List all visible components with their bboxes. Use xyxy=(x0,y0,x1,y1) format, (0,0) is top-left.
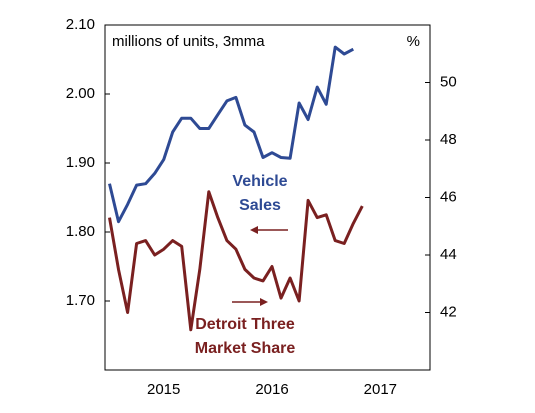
y2-tick-label: 50 xyxy=(440,73,457,90)
y-tick-label: 2.00 xyxy=(66,85,95,102)
series-label: Detroit Three xyxy=(195,316,295,333)
arrow-share xyxy=(232,298,268,306)
y-tick-label: 1.80 xyxy=(66,223,95,240)
series-label: Vehicle xyxy=(232,173,287,190)
series-line xyxy=(108,190,364,332)
arrow-head xyxy=(260,298,268,306)
y2-tick-label: 48 xyxy=(440,131,457,148)
y2-tick-label: 42 xyxy=(440,303,457,320)
series-line xyxy=(108,45,354,224)
arrow-head xyxy=(250,226,258,234)
y-tick-label: 1.70 xyxy=(66,292,95,309)
right-axis-note: % xyxy=(407,33,420,50)
y-tick-label: 2.10 xyxy=(66,16,95,33)
arrow-sales xyxy=(250,226,288,234)
x-tick-label: 2015 xyxy=(147,381,180,398)
x-tick-label: 2016 xyxy=(255,381,288,398)
x-tick-label: 2017 xyxy=(364,381,397,398)
y2-tick-label: 44 xyxy=(440,246,457,263)
series-label: Sales xyxy=(239,197,281,214)
left-axis-note: millions of units, 3mma xyxy=(112,33,265,50)
y2-tick-label: 46 xyxy=(440,188,457,205)
y-tick-label: 1.90 xyxy=(66,154,95,171)
series-label: Market Share xyxy=(195,340,296,357)
